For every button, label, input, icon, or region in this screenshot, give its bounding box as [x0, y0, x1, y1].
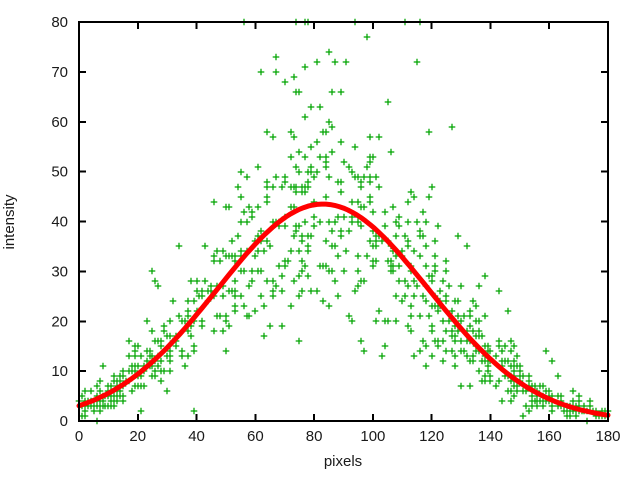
x-axis-title: pixels — [324, 453, 362, 470]
y-tick-label: 80 — [51, 14, 68, 31]
y-tick-label: 20 — [51, 313, 68, 330]
y-tick-label: 0 — [60, 413, 68, 430]
x-tick-label: 40 — [188, 428, 205, 445]
y-tick-label: 50 — [51, 164, 68, 181]
x-tick-label: 160 — [537, 428, 562, 445]
x-tick-label: 60 — [247, 428, 264, 445]
x-tick-label: 100 — [360, 428, 385, 445]
x-axis-tick-labels: 0 20 40 60 80 100 120 140 160 180 — [75, 428, 621, 445]
scatter-points — [75, 18, 612, 425]
y-axis-title: intensity — [1, 194, 18, 250]
x-tick-label: 20 — [129, 428, 146, 445]
y-tick-label: 30 — [51, 263, 68, 280]
x-tick-label: 80 — [306, 428, 323, 445]
x-tick-label: 120 — [419, 428, 444, 445]
y-tick-label: 40 — [51, 214, 68, 231]
fit-curve — [76, 201, 611, 418]
x-tick-label: 140 — [478, 428, 503, 445]
y-tick-label: 70 — [51, 64, 68, 81]
x-tick-label: 0 — [75, 428, 83, 445]
y-tick-label: 10 — [51, 363, 68, 380]
y-axis-tick-labels: 0 10 20 30 40 50 60 70 80 — [51, 14, 68, 430]
axis-ticks — [78, 21, 609, 422]
x-tick-label: 180 — [595, 428, 620, 445]
y-tick-label: 60 — [51, 114, 68, 131]
